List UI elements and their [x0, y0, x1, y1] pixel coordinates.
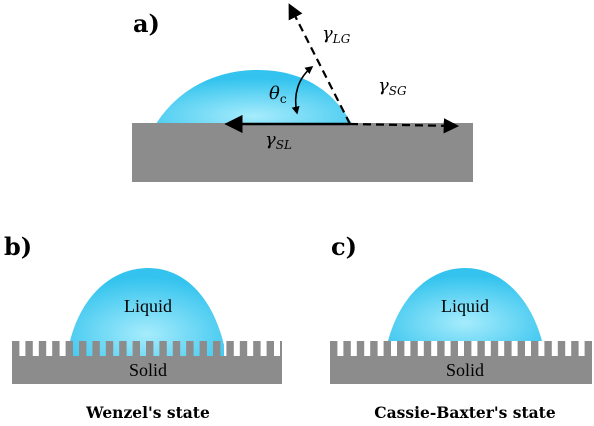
panel-c: c) Liquid Solid Cassie-Baxter's state [330, 232, 592, 422]
contact-angle-arc [291, 66, 314, 115]
caption-wenzel: Wenzel's state [85, 403, 210, 422]
gamma-lg-label: γLG [322, 23, 351, 46]
solid-label-c: Solid [446, 360, 484, 380]
substrate-a [132, 123, 473, 182]
substrate-c [330, 341, 592, 384]
panel-a-label: a) [133, 9, 160, 38]
panel-a: a) θc γLG γSG γSL [132, 3, 473, 182]
gamma-lg-arrow [288, 3, 351, 125]
droplet-b [69, 268, 224, 356]
gamma-sg-label: γSG [378, 75, 407, 98]
panel-c-label: c) [331, 232, 357, 261]
liquid-label-c: Liquid [441, 296, 489, 316]
droplet-a [156, 70, 352, 124]
gamma-sl-label: γSL [265, 129, 292, 152]
substrate-b [12, 341, 282, 384]
caption-cassie-baxter: Cassie-Baxter's state [374, 403, 556, 422]
panel-b: b) Liquid Solid Wenzel's state [4, 232, 282, 422]
panel-b-label: b) [4, 232, 32, 261]
theta-c-label: θc [269, 83, 287, 106]
droplet-c [388, 268, 542, 341]
liquid-label-b: Liquid [124, 296, 172, 316]
solid-label-b: Solid [129, 360, 167, 380]
gamma-sg-arrow [349, 118, 460, 134]
